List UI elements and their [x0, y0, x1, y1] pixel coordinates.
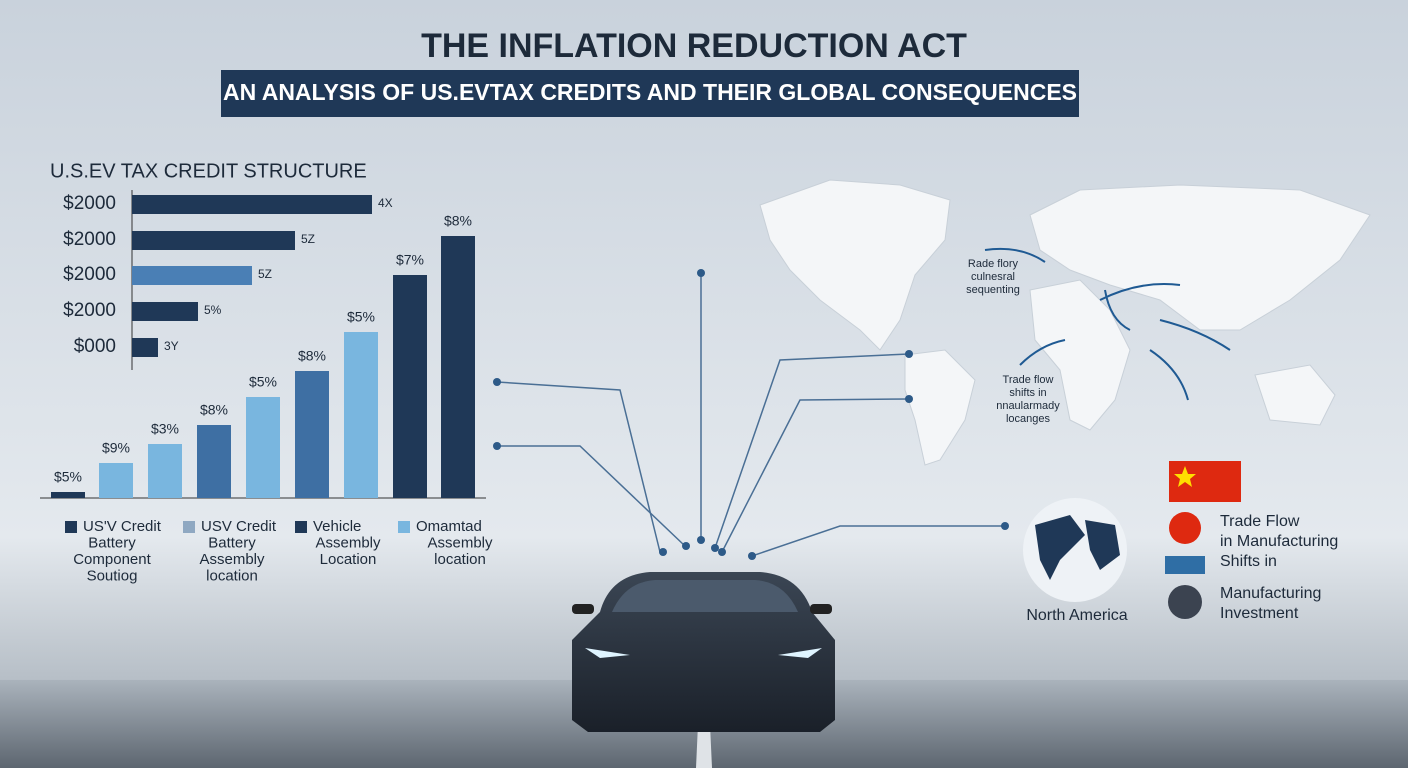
column-bar [197, 425, 231, 498]
row-value-label: 5% [204, 303, 222, 317]
column-bar [344, 332, 378, 498]
key-text: Manufacturing [1220, 585, 1321, 602]
globe-land [1035, 515, 1120, 580]
column-label: $5% [249, 374, 277, 390]
row-label: $2000 [63, 300, 116, 321]
row-value-label: 5Z [301, 232, 315, 246]
map-annotation: locanges [1006, 413, 1051, 425]
map-annotation: shifts in [1009, 387, 1046, 399]
legend-text: Soutiog [87, 567, 138, 584]
legend-text: Assembly [315, 534, 381, 551]
investment-icon [1168, 585, 1202, 619]
map-annotation: culnesral [971, 271, 1015, 283]
legend-swatch [295, 521, 307, 533]
title: THE INFLATION REDUCTION ACT [421, 27, 967, 65]
legend-text: Battery [208, 534, 256, 551]
column-label: $7% [396, 252, 424, 268]
legend-text: location [434, 551, 486, 568]
map-annotation: Trade flow [1003, 374, 1054, 386]
row-bar [132, 266, 252, 285]
car [572, 572, 835, 732]
column-bar [51, 492, 85, 498]
row-bar [132, 338, 158, 357]
region-label: North America [1026, 607, 1127, 624]
legend-swatch [398, 521, 410, 533]
row-label: $000 [74, 336, 116, 357]
row-label: $2000 [63, 193, 116, 214]
shift-icon [1165, 556, 1205, 574]
trade-arrows [984, 247, 1231, 401]
legend-text: Vehicle [313, 518, 361, 535]
map-annotation: Rade flory [968, 258, 1019, 270]
row-value-label: 5Z [258, 267, 272, 281]
legend-text: Omamtad [416, 518, 482, 535]
map-annotation: sequenting [966, 284, 1020, 296]
row-bar [132, 195, 372, 214]
column-bar [148, 444, 182, 498]
column-label: $8% [298, 348, 326, 364]
subtitle: AN ANALYSIS OF US.EVTAX CREDITS AND THEI… [223, 79, 1077, 105]
column-bar [99, 463, 133, 498]
map-annotation: nnaularmady [996, 400, 1060, 412]
legend-text: US'V Credit [83, 518, 162, 535]
connector-lines [496, 273, 1005, 557]
legend-text: Assembly [427, 534, 493, 551]
legend-text: Location [320, 551, 377, 568]
legend-text: Assembly [199, 551, 265, 568]
column-bar [246, 397, 280, 498]
key-text: Trade Flow [1220, 513, 1300, 530]
key-text: in Manufacturing [1220, 533, 1338, 550]
key-text: Investment [1220, 605, 1299, 622]
key-text: Shifts in [1220, 553, 1277, 570]
row-value-label: 3Y [164, 339, 179, 353]
legend-text: Component [73, 551, 151, 568]
world-map [759, 179, 1371, 466]
column-label: $5% [54, 469, 82, 485]
column-bar [393, 275, 427, 498]
column-label: $3% [151, 421, 179, 437]
column-label: $8% [444, 213, 472, 229]
row-bar [132, 231, 295, 250]
section-title: U.S.EV TAX CREDIT STRUCTURE [50, 160, 367, 182]
row-value-label: 4X [378, 196, 393, 210]
subtitle-box [221, 70, 1079, 117]
flag-star [1174, 466, 1196, 487]
column-label: $5% [347, 309, 375, 325]
legend-swatch [65, 521, 77, 533]
column-bar [295, 371, 329, 498]
legend-text: USV Credit [201, 518, 277, 535]
china-icon [1169, 512, 1201, 544]
legend-swatch [183, 521, 195, 533]
column-label: $8% [200, 402, 228, 418]
row-label: $2000 [63, 264, 116, 285]
column-label: $9% [102, 440, 130, 456]
row-label: $2000 [63, 229, 116, 250]
column-bar [441, 236, 475, 498]
connector-dots [493, 269, 1009, 560]
legend-text: location [206, 567, 258, 584]
legend-text: Battery [88, 534, 136, 551]
row-bar [132, 302, 198, 321]
